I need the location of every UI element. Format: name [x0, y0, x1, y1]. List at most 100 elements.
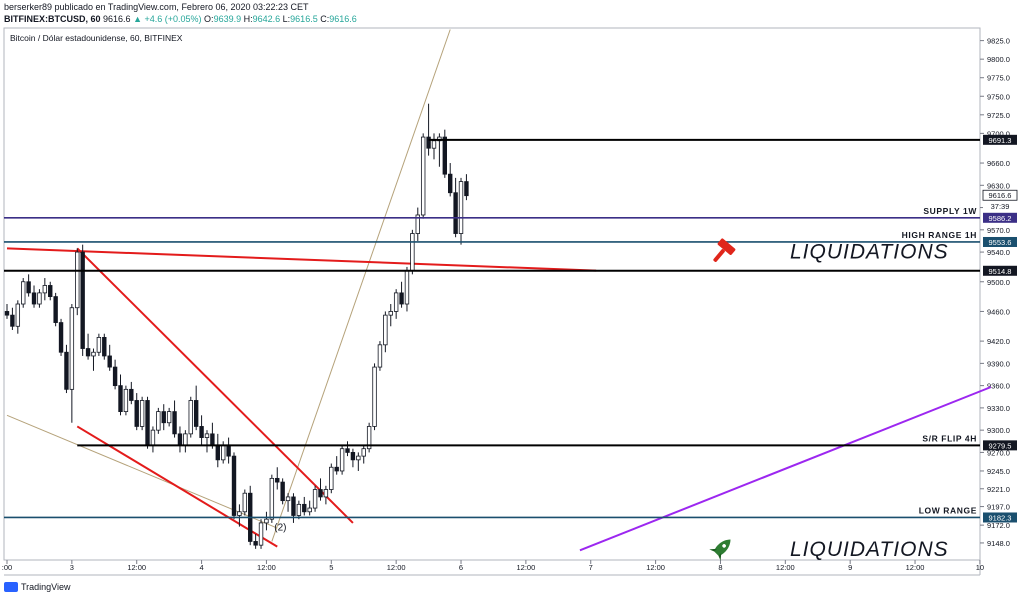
candle-body — [64, 351, 69, 390]
y-tick-label: 9270.0 — [987, 448, 1010, 457]
candle-body — [269, 477, 275, 520]
candle-body — [356, 455, 361, 461]
price-tag — [983, 134, 1017, 145]
y-tick-label: 9725.0 — [987, 111, 1010, 120]
candle-body — [242, 492, 248, 513]
brand-label: TradingView — [21, 582, 71, 592]
candle-body — [48, 285, 53, 297]
y-tick-label: 9630.0 — [987, 181, 1010, 190]
wave-label: (2) — [274, 522, 286, 533]
candle-body — [193, 400, 199, 427]
candle-body — [107, 355, 112, 368]
c-label: C: — [320, 14, 330, 24]
y-tick-label: 9330.0 — [987, 404, 1010, 413]
x-tick-label: 12:00 — [646, 563, 665, 572]
candle-body — [161, 411, 166, 424]
candle-body — [291, 496, 296, 516]
x-tick-label: 10 — [976, 563, 984, 572]
candle-body — [91, 351, 96, 357]
candle-body — [372, 366, 377, 427]
candle-body — [318, 489, 323, 498]
x-tick-label: 12:00 — [776, 563, 795, 572]
y-tick-label: 9750.0 — [987, 92, 1010, 101]
candle-body — [58, 322, 64, 353]
low-value: 9616.5 — [290, 14, 318, 24]
candle-body — [172, 411, 177, 435]
tan-trendline-upper — [271, 29, 451, 542]
price-tag-label: 9182.3 — [989, 513, 1012, 522]
red-trendline-top — [6, 247, 597, 272]
candle-body — [377, 344, 383, 368]
close-value: 9616.6 — [329, 14, 357, 24]
tradingview-logo[interactable]: TradingView — [4, 582, 71, 592]
candle-body — [226, 444, 231, 457]
y-tick-label: 9570.0 — [987, 226, 1010, 235]
x-tick-label: :00 — [2, 563, 12, 572]
high-value: 9642.6 — [252, 14, 281, 24]
candle-body — [258, 522, 264, 546]
y-tick-label: 9540.0 — [987, 248, 1010, 257]
candle-body — [296, 503, 302, 516]
candle-body — [129, 388, 134, 401]
candle-body — [145, 400, 150, 446]
y-tick-label: 9775.0 — [987, 74, 1010, 83]
hammer-head — [717, 238, 736, 255]
candle-body — [15, 303, 21, 327]
candle-body — [183, 433, 188, 446]
candle-body — [329, 466, 334, 490]
candle-body — [166, 411, 172, 424]
x-tick-label: 7 — [589, 563, 593, 572]
rocket-body — [714, 539, 731, 556]
hammer-handle — [713, 249, 725, 262]
price-tag — [983, 440, 1017, 451]
candle-body — [361, 448, 366, 457]
y-tick-label: 9390.0 — [987, 359, 1010, 368]
y-tick-label: 9500.0 — [987, 278, 1010, 287]
candle-body — [215, 444, 220, 461]
candle-body — [264, 518, 269, 524]
price-tag-label: 9514.8 — [989, 267, 1012, 276]
x-tick-label: 12:00 — [387, 563, 406, 572]
candle-body — [404, 270, 410, 305]
candle-body — [118, 385, 123, 413]
candle-body — [334, 466, 339, 472]
candle-body — [431, 140, 437, 149]
y-tick-label: 9300.0 — [987, 426, 1010, 435]
price-tag-label: 9586.2 — [989, 214, 1012, 223]
y-tick-label: 9360.0 — [987, 382, 1010, 391]
y-tick-label: 9221.0 — [987, 485, 1010, 494]
level-label: SUPPLY 1W — [923, 206, 977, 216]
candle-body — [102, 337, 107, 357]
candle-body — [448, 173, 453, 194]
candle-body — [210, 433, 215, 446]
y-tick-label: 9148.0 — [987, 539, 1010, 548]
red-wedge-lower — [76, 425, 278, 548]
candle-body — [199, 426, 204, 438]
candle-body — [415, 214, 420, 234]
candle-body — [69, 307, 75, 390]
candle-body — [10, 314, 15, 327]
candle-body — [220, 444, 226, 461]
purple-trendline — [579, 386, 992, 552]
candle-body — [339, 448, 345, 472]
y-tick-label: 9700.0 — [987, 129, 1010, 138]
price-tag-label: 9691.3 — [989, 136, 1012, 145]
tradingview-icon — [4, 582, 18, 592]
candle-body — [37, 292, 42, 305]
candle-body — [388, 311, 393, 316]
liquidations-label-bottom: LIQUIDATIONS — [790, 538, 949, 561]
candle-body — [204, 433, 210, 438]
candle-body — [134, 400, 139, 427]
candle-body — [458, 181, 464, 234]
candle-body — [426, 136, 431, 149]
candle-body — [410, 233, 415, 272]
h-label: H: — [243, 14, 253, 24]
x-tick-label: 12:00 — [516, 563, 535, 572]
candle-body — [4, 311, 10, 316]
candle-body — [21, 281, 26, 305]
candle-body — [253, 541, 258, 546]
price-tag-label: 9279.5 — [989, 441, 1012, 450]
candle-body — [464, 181, 469, 197]
liquidations-label-top: LIQUIDATIONS — [790, 241, 949, 264]
